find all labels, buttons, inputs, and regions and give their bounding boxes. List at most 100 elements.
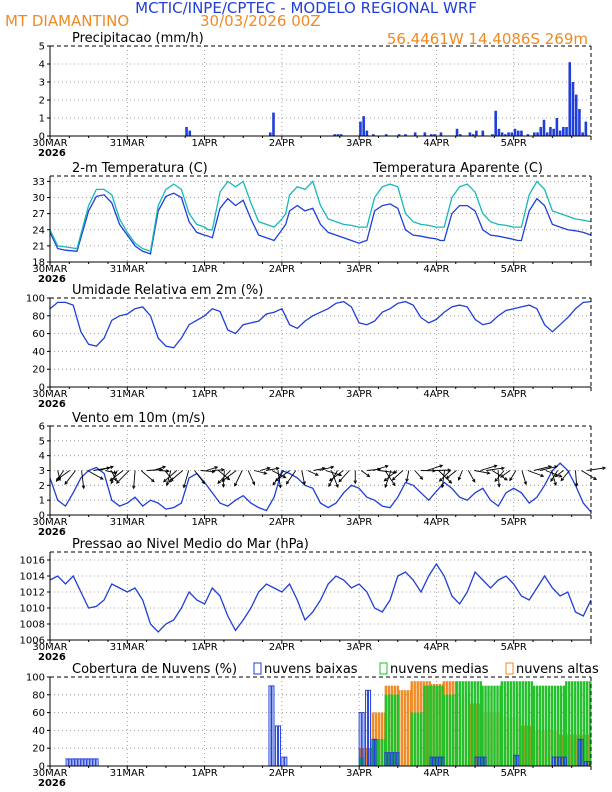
wind-arrow	[533, 465, 552, 471]
wind-arrow	[439, 470, 451, 482]
wind-arrow-head	[263, 471, 268, 475]
wind-arrow	[57, 470, 61, 481]
precip-bar	[520, 130, 523, 136]
wind-arrow	[217, 470, 231, 484]
precip-bar	[397, 134, 401, 136]
wind-arrow-head	[472, 478, 476, 483]
precip-bar	[565, 127, 568, 136]
x-tick-label: 30MAR	[32, 642, 67, 653]
cloud-bar	[86, 758, 90, 767]
x-tick-label: 31MAR	[110, 138, 145, 149]
precip-bar	[555, 118, 559, 136]
cloud-bar	[470, 681, 473, 767]
wind-arrow-head	[383, 477, 388, 482]
wind-arrow-head	[550, 478, 554, 483]
precip-bar	[433, 134, 436, 136]
wind-arrow	[234, 470, 243, 487]
wind-arrow-head	[302, 481, 306, 486]
wind-arrow-head	[405, 478, 409, 483]
wind-arrow	[494, 470, 505, 482]
x-tick-label: 3APR	[346, 768, 372, 779]
wind-arrow-head	[447, 468, 452, 472]
wind-arrow-head	[132, 485, 136, 490]
y-tick-label: 20	[32, 744, 45, 755]
cloud-bar	[554, 756, 558, 767]
wind-arrow	[329, 470, 344, 482]
wind-arrow-head	[165, 482, 170, 487]
x-tick-label: 1APR	[191, 517, 217, 528]
wind-arrow-head	[574, 483, 579, 488]
precip-bar	[504, 134, 507, 136]
wind-arrow	[194, 470, 205, 484]
wind-arrow-head	[392, 482, 396, 487]
cloud-bar	[515, 681, 519, 767]
y-tick-label: 21	[32, 241, 45, 252]
chart-title: MCTIC/INPE/CPTEC - MODELO REGIONAL WRF	[135, 0, 477, 17]
wind-arrow	[183, 470, 190, 488]
cloud-bar	[380, 739, 384, 767]
wind-arrow-head	[182, 484, 187, 489]
precip-bar	[500, 132, 504, 136]
y-tick-label: 1006	[20, 636, 45, 647]
cloud-bar	[410, 712, 413, 767]
y-tick-label: 27	[32, 209, 45, 220]
wind-arrow-head	[391, 476, 396, 481]
precip-bar	[497, 128, 501, 136]
wind-arrow-head	[274, 478, 279, 482]
cloud-bar	[71, 758, 75, 767]
cloud-bar	[506, 681, 510, 767]
precip-bar	[542, 119, 546, 136]
wind-arrow-head	[393, 470, 398, 475]
wind-arrow	[259, 467, 270, 471]
precip-bar	[333, 134, 336, 136]
wind-arrow	[527, 470, 544, 477]
wind-arrow-head	[548, 465, 553, 469]
wind-arrow-head	[419, 476, 424, 480]
series-line-1	[49, 562, 592, 633]
legend-swatch	[505, 662, 514, 675]
cloud-bar	[83, 758, 87, 767]
wind-arrow-head	[56, 476, 61, 481]
wind-arrow	[509, 470, 517, 481]
wind-arrow	[105, 470, 117, 474]
x-tick-label: 1APR	[191, 768, 217, 779]
cloud-bar	[584, 761, 588, 767]
precip-bar	[539, 127, 543, 136]
cloud-bar	[550, 685, 554, 767]
cloud-bar	[547, 685, 551, 767]
precip-bar	[552, 128, 555, 136]
x-year-label: 2026	[38, 527, 66, 538]
y-tick-label: 2	[39, 481, 45, 492]
series-line-1	[49, 300, 592, 349]
wind-arrow	[360, 470, 370, 477]
cloud-bar	[586, 681, 589, 767]
wind-arrow-head	[560, 477, 565, 482]
y-tick-label: 1016	[20, 556, 45, 567]
panel-subtitle: Temperatura Aparente (C)	[372, 161, 543, 176]
x-tick-label: 3APR	[346, 642, 372, 653]
wind-arrow-head	[335, 484, 339, 488]
panel-6: 0 20 40 60 80 100 30MAR 31MAR 1APR 2APR 3APR 4APR 5A…	[26, 662, 599, 789]
precip-bar	[513, 128, 517, 136]
cloud-bar	[271, 685, 275, 767]
cloud-bar	[538, 685, 542, 767]
y-tick-label: 0	[39, 383, 45, 394]
wind-arrow	[379, 470, 397, 474]
wind-arrow	[221, 470, 237, 482]
wind-arrow	[338, 470, 350, 483]
cloud-bar	[484, 685, 487, 767]
cloud-bar	[493, 685, 496, 767]
wind-arrow	[166, 470, 172, 486]
wind-arrow-head	[497, 483, 501, 488]
wind-arrow	[521, 470, 527, 485]
x-tick-label: 31MAR	[110, 389, 145, 400]
cloud-bar	[432, 685, 435, 767]
precip-bar	[423, 132, 427, 136]
cloud-bar	[490, 685, 493, 767]
x-tick-label: 5APR	[501, 138, 527, 149]
wind-arrow-head	[500, 474, 504, 478]
cloud-bar	[74, 758, 78, 767]
precip-bar	[510, 132, 514, 136]
x-tick-label: 4APR	[423, 389, 449, 400]
